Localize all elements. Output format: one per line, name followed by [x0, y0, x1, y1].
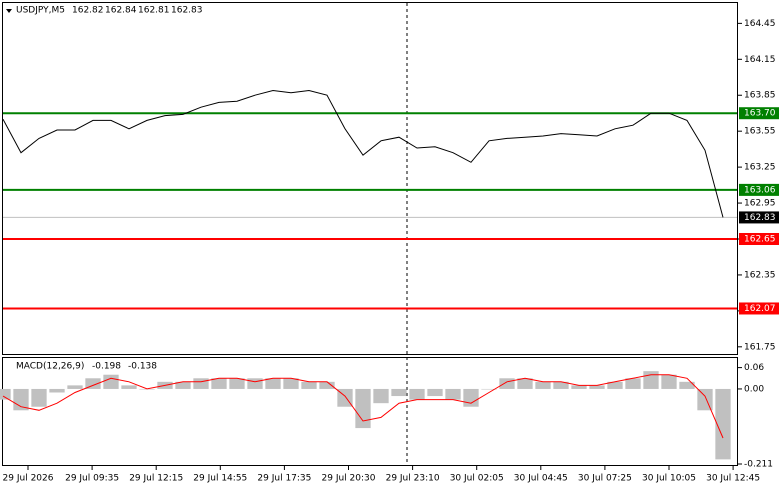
histogram-bar: [211, 378, 227, 389]
histogram-bar: [373, 388, 389, 404]
histogram-bar: [625, 378, 641, 389]
histogram-bar: [427, 388, 443, 397]
histogram-bar: [409, 388, 425, 400]
level-label: 162.65: [744, 234, 776, 244]
histogram-bar: [67, 385, 83, 389]
x-tick-label: 29 Jul 2026: [3, 474, 54, 484]
x-tick-label: 29 Jul 17:35: [257, 474, 311, 484]
histogram-bar: [193, 378, 209, 389]
histogram-bar: [517, 378, 533, 389]
y-tick-label: 0.06: [744, 363, 764, 373]
level-label-bg: [739, 302, 779, 315]
histogram-bar: [355, 388, 371, 429]
histogram-bar: [571, 385, 587, 389]
x-tick-label: 29 Jul 12:15: [129, 474, 183, 484]
level-label: 163.70: [744, 109, 776, 119]
current-price-label: 162.83: [744, 213, 776, 223]
y-tick-label: 163.55: [744, 127, 776, 137]
histogram-bar: [589, 385, 605, 389]
histogram-bar: [247, 378, 263, 389]
histogram-bar: [31, 388, 47, 407]
main-panel: [2, 2, 738, 355]
y-tick-label: 164.15: [744, 55, 776, 65]
ohlc-value: 162.82: [72, 6, 104, 16]
x-tick-label: 30 Jul 07:25: [578, 474, 632, 484]
x-tick-label: 29 Jul 23:10: [386, 474, 440, 484]
level-label-bg: [739, 232, 779, 245]
histogram-bar: [85, 378, 101, 389]
symbol-title: USDJPY,M5: [16, 6, 65, 16]
histogram-bar: [661, 374, 677, 389]
histogram-bar: [463, 388, 479, 407]
ohlc-value: 162.83: [171, 6, 203, 16]
histogram-bar: [607, 381, 623, 389]
x-tick-label: 30 Jul 12:45: [706, 474, 760, 484]
histogram-bar: [643, 371, 659, 389]
histogram-bar: [301, 381, 317, 389]
histogram-bar: [697, 388, 713, 411]
menu-arrow: [6, 9, 12, 13]
y-tick-label: 161.75: [744, 342, 776, 352]
y-tick-label: 162.95: [744, 199, 776, 209]
x-tick-label: 30 Jul 04:45: [514, 474, 568, 484]
macd-value: -0.138: [128, 362, 157, 372]
level-label-bg: [739, 183, 779, 196]
histogram-bar: [535, 381, 551, 389]
macd-title: MACD(12,26,9): [16, 362, 84, 372]
y-tick-label: 164.45: [744, 19, 776, 29]
level-label: 162.07: [744, 304, 776, 314]
y-tick-label: 0.00: [744, 384, 764, 394]
histogram-bar: [265, 378, 281, 389]
histogram-bar: [499, 378, 515, 389]
signal-line: [2, 374, 724, 439]
y-tick-label: -0.211: [744, 460, 773, 470]
histogram-bar: [49, 388, 65, 393]
x-tick-label: 29 Jul 14:55: [193, 474, 247, 484]
x-tick-label: 30 Jul 10:05: [642, 474, 696, 484]
histogram-bar: [445, 388, 461, 400]
x-tick-label: 29 Jul 20:30: [322, 474, 376, 484]
histogram-bar: [103, 374, 119, 389]
y-tick-label: 163.85: [744, 91, 776, 101]
level-label: 163.06: [744, 185, 776, 195]
histogram-bar: [0, 388, 11, 400]
histogram-bar: [175, 381, 191, 389]
macd-panel: [2, 357, 738, 466]
histogram-bar: [715, 388, 731, 460]
x-tick-label: 29 Jul 09:35: [65, 474, 119, 484]
histogram-bar: [481, 388, 497, 390]
histogram-bar: [319, 381, 335, 389]
level-label-bg: [739, 107, 779, 120]
y-tick-label: 163.25: [744, 163, 776, 173]
ohlc-value: 162.81: [138, 6, 170, 16]
histogram-bar: [391, 388, 407, 397]
histogram-bar: [121, 385, 137, 389]
ohlc-value: 162.84: [105, 6, 137, 16]
histogram-bar: [229, 378, 245, 389]
price-line: [2, 89, 724, 218]
y-tick-label: 162.35: [744, 270, 776, 280]
histogram-bar: [679, 381, 695, 389]
histogram-bar: [283, 378, 299, 389]
histogram-bar: [553, 381, 569, 389]
macd-value: -0.198: [92, 362, 121, 372]
x-tick-label: 30 Jul 02:05: [450, 474, 504, 484]
current-price-bg: [739, 211, 779, 224]
